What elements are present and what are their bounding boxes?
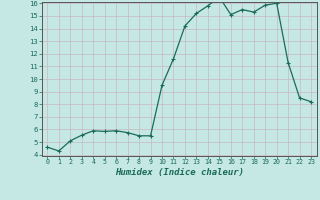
X-axis label: Humidex (Indice chaleur): Humidex (Indice chaleur) (115, 168, 244, 177)
